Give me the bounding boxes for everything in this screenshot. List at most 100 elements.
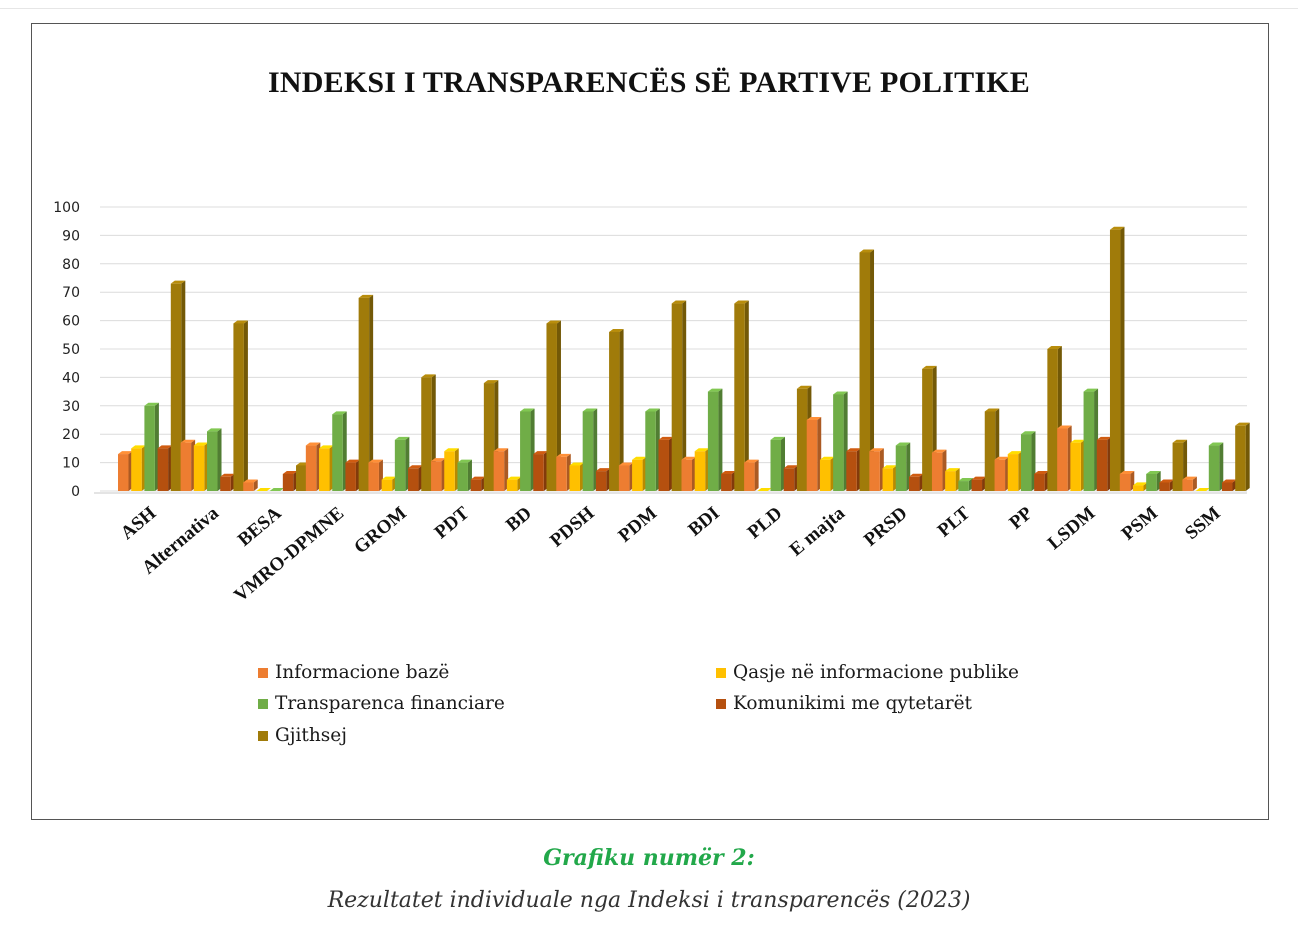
bar-top xyxy=(319,445,334,449)
bar xyxy=(332,414,343,491)
legend-item: Gjithsej xyxy=(258,725,347,746)
bar-top xyxy=(1172,439,1188,443)
bar-top xyxy=(882,465,898,469)
bar xyxy=(1132,485,1144,491)
bar xyxy=(882,468,894,491)
x-tick-label: PSM xyxy=(1118,503,1162,545)
bar-top xyxy=(556,453,571,457)
bar-side xyxy=(619,328,624,491)
bar xyxy=(444,451,455,491)
bar xyxy=(819,459,831,491)
bar xyxy=(1235,425,1246,491)
bar-top xyxy=(869,448,884,452)
bar-top xyxy=(770,436,786,440)
bar xyxy=(457,462,468,491)
bar-top xyxy=(783,465,799,469)
bar-top xyxy=(707,388,723,392)
bar-top xyxy=(394,436,410,440)
bar-side xyxy=(744,300,749,491)
bar xyxy=(1047,349,1058,491)
bar-top xyxy=(1070,439,1085,443)
bar-side xyxy=(369,294,374,491)
x-tick-label: PRSD xyxy=(860,503,912,551)
bar-top xyxy=(846,448,861,452)
bar-side xyxy=(217,428,222,491)
bar xyxy=(358,297,370,491)
bar-top xyxy=(233,320,248,324)
bar-top xyxy=(444,448,459,452)
bar xyxy=(170,283,182,491)
chart-title: INDEKSI I TRANSPARENCËS SË PARTIVE POLIT… xyxy=(268,66,1030,99)
bar-top xyxy=(546,320,561,324)
bar-top xyxy=(269,488,285,491)
bar xyxy=(368,462,379,491)
bar xyxy=(345,462,356,491)
x-tick-label: BDI xyxy=(684,503,723,541)
bar-side xyxy=(1192,476,1197,491)
bar xyxy=(770,439,782,491)
x-tick-label: PLT xyxy=(934,503,975,542)
bar xyxy=(707,391,719,491)
bar-side xyxy=(181,280,186,491)
bar xyxy=(1172,442,1184,491)
bar xyxy=(984,411,996,491)
bar xyxy=(157,448,169,491)
bar xyxy=(595,471,607,491)
bar-top xyxy=(1109,226,1125,230)
bar-top xyxy=(506,476,522,480)
bar xyxy=(546,323,557,491)
bar-side xyxy=(593,408,598,491)
bar-top xyxy=(744,459,759,463)
legend-item: Qasje në informacione publike xyxy=(716,662,1019,683)
bar-side xyxy=(718,388,723,491)
bar xyxy=(381,479,393,491)
bar-top xyxy=(1007,451,1023,455)
x-tick-label: PDT xyxy=(431,503,474,544)
x-tick-label: E majta xyxy=(786,502,850,560)
bar-side xyxy=(556,320,561,491)
bar-top xyxy=(958,478,973,482)
bar-top xyxy=(282,470,298,474)
bar xyxy=(609,331,620,491)
bar-top xyxy=(493,448,509,452)
bar xyxy=(493,451,505,491)
bar-top xyxy=(1020,431,1036,435)
bar-top xyxy=(131,445,146,449)
bar xyxy=(421,377,432,491)
bar-top xyxy=(1034,470,1049,474)
bar xyxy=(783,468,795,491)
legend-label: Gjithsej xyxy=(275,725,347,746)
bar xyxy=(846,451,857,491)
legend-swatch xyxy=(258,698,268,709)
bar-top xyxy=(408,465,423,469)
bar-top xyxy=(609,328,624,332)
bar-top xyxy=(256,488,271,491)
bar-top xyxy=(908,473,924,477)
bar-top xyxy=(305,442,321,446)
bar-side xyxy=(870,249,875,491)
bar xyxy=(658,439,669,491)
x-tick-label: VMRO-DPMNE xyxy=(230,503,348,607)
bar xyxy=(734,303,745,491)
bar xyxy=(931,452,943,491)
bar-top xyxy=(694,448,710,452)
bar xyxy=(958,481,969,491)
bar xyxy=(282,473,294,491)
bar-top xyxy=(1047,346,1062,349)
bar-top xyxy=(833,391,848,395)
bar xyxy=(582,411,594,491)
bar-side xyxy=(1120,226,1125,491)
y-tick-label: 100 xyxy=(53,200,80,216)
bar xyxy=(796,388,808,491)
bar xyxy=(394,439,406,491)
x-tick-label: BESA xyxy=(234,503,286,551)
bar xyxy=(144,405,155,491)
bar xyxy=(1034,473,1045,491)
bar-top xyxy=(533,451,548,455)
y-tick-label: 70 xyxy=(62,285,80,301)
bar xyxy=(408,468,419,491)
bar-side xyxy=(682,300,687,491)
bar-top xyxy=(645,408,660,412)
x-tick-label: GROM xyxy=(350,503,410,558)
legend-swatch xyxy=(258,730,268,741)
